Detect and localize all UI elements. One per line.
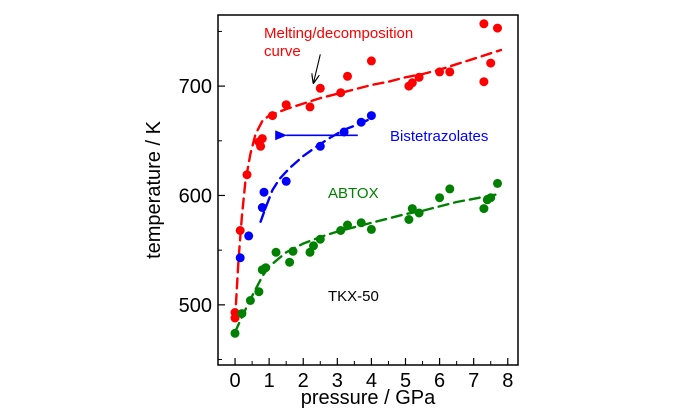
melting-point-19 [479, 19, 489, 29]
melting-point-9 [305, 102, 315, 112]
melting-point-2 [235, 226, 245, 235]
melting-point-15 [407, 78, 417, 88]
melting-point-17 [435, 67, 445, 77]
melting-annotation-arrow [314, 54, 321, 82]
abtox_tkx50-point-20 [445, 184, 455, 194]
abtox_tkx50-point-23 [486, 193, 496, 203]
bistetrazolates-point-8 [366, 111, 376, 121]
melting-point-18 [445, 67, 455, 77]
x-axis-label: pressure / GPa [301, 387, 436, 409]
abtox_tkx50-point-10 [309, 241, 318, 251]
abtox_tkx50-point-2 [245, 296, 255, 305]
bistetrazolates-point-7 [356, 117, 366, 127]
abtox-label: ABTOX [328, 185, 379, 202]
abtox_tkx50-point-14 [356, 218, 366, 228]
abtox_tkx50-point-5 [261, 263, 271, 273]
x-tick-label-6: 6 [434, 370, 445, 392]
bistetrazolates-fit-curve [259, 118, 370, 223]
melting-point-11 [336, 88, 346, 98]
y-tick-label-0: 500 [179, 295, 212, 317]
melting-point-3 [242, 170, 252, 180]
plot-frame [217, 14, 519, 366]
melting-point-21 [486, 58, 496, 68]
abtox_tkx50-point-8 [288, 246, 298, 256]
axis-ticks: 0 1 2 3 4 5 6 7 8 500 600 700 [179, 30, 513, 392]
abtox_tkx50-point-18 [414, 208, 424, 218]
abtox_tkx50-point-21 [479, 204, 489, 214]
melting-point-20 [479, 77, 489, 87]
melting-point-8 [281, 100, 291, 110]
melting-curve-label: Melting/decomposition curve [264, 25, 417, 60]
melting-point-6 [257, 134, 267, 144]
bistetrazolates-point-1 [244, 231, 254, 241]
melting-point-16 [414, 72, 424, 82]
annotation-arrows [275, 54, 358, 141]
y-axis-label: temperature / K [143, 120, 165, 259]
abtox_tkx50-point-13 [343, 220, 352, 230]
abtox_tkx50-point-7 [285, 257, 295, 267]
melting-point-7 [268, 111, 277, 121]
bistetrazolates-point-2 [257, 203, 267, 212]
abtox_tkx50-point-16 [404, 215, 414, 224]
melting-fit-curve [233, 48, 503, 322]
y-tick-label-2: 700 [179, 76, 212, 98]
abtox_tkx50-point-3 [254, 287, 264, 297]
x-tick-label-0: 0 [229, 370, 240, 392]
abtox_tkx50-point-24 [493, 178, 502, 188]
x-tick-label-3: 3 [332, 370, 343, 392]
bistetrazolates-point-6 [339, 127, 349, 137]
abtox_tkx50-point-19 [435, 193, 445, 203]
abtox_tkx50-point-15 [366, 224, 376, 234]
bistetrazolates-point-5 [315, 141, 325, 151]
melting-point-5 [256, 141, 266, 151]
bistetrazolates-label: Bistetrazolates [390, 128, 488, 145]
melting-point-10 [315, 83, 325, 93]
x-tick-label-8: 8 [502, 370, 513, 392]
x-tick-label-5: 5 [400, 370, 411, 392]
x-tick-label-2: 2 [298, 370, 309, 392]
bistetrazolates-point-4 [281, 176, 291, 186]
melting-point-12 [343, 71, 352, 81]
bistetrazolates-point-3 [259, 187, 269, 197]
y-tick-label-1: 600 [179, 185, 212, 207]
tkx50-label: TKX-50 [328, 288, 379, 305]
abtox_tkx50-point-12 [336, 226, 346, 235]
data-points [230, 19, 502, 338]
melting-point-13 [366, 56, 376, 66]
abtox_tkx50-point-0 [230, 328, 240, 338]
abtox_tkx50-fit-curve [233, 193, 499, 334]
abtox_tkx50-point-17 [407, 204, 417, 214]
x-tick-label-4: 4 [366, 370, 377, 392]
abtox_tkx50-point-1 [237, 309, 247, 319]
x-tick-label-1: 1 [264, 370, 275, 392]
bistetrazolates-point-0 [235, 253, 245, 263]
x-tick-label-7: 7 [468, 370, 479, 392]
melting-point-22 [493, 23, 502, 33]
abtox_tkx50-point-11 [315, 234, 325, 244]
abtox_tkx50-point-6 [271, 247, 281, 257]
melting-point-1 [230, 308, 240, 317]
